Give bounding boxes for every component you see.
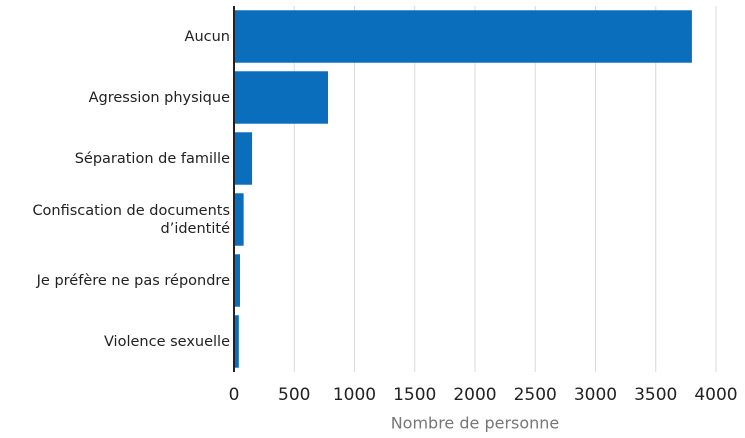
x-tick-label: 0 (229, 385, 240, 405)
bar (234, 193, 244, 246)
x-tick-label: 1000 (333, 385, 376, 405)
bar (234, 132, 253, 185)
x-tick-label: 2000 (453, 385, 496, 405)
y-tick-label: Aucun (184, 28, 230, 45)
x-tick-label: 4000 (694, 385, 737, 405)
y-tick-label: Agression physique (88, 89, 230, 106)
x-tick-label: 2500 (514, 385, 557, 405)
x-tick-label: 500 (278, 385, 310, 405)
x-axis-label: Nombre de personne (391, 414, 560, 433)
y-tick-label: Séparation de famille (74, 150, 230, 167)
bar (234, 315, 239, 368)
x-tick-label: 1500 (393, 385, 436, 405)
y-tick-label: Je préfère ne pas répondre (36, 272, 230, 289)
x-tick-label: 3000 (574, 385, 617, 405)
y-tick-label: Confiscation de documents d’identité (32, 202, 230, 237)
bar (234, 71, 328, 124)
y-tick-label: Violence sexuelle (103, 333, 230, 350)
bar (234, 10, 692, 63)
x-tick-label: 3500 (634, 385, 677, 405)
bar (234, 254, 241, 307)
